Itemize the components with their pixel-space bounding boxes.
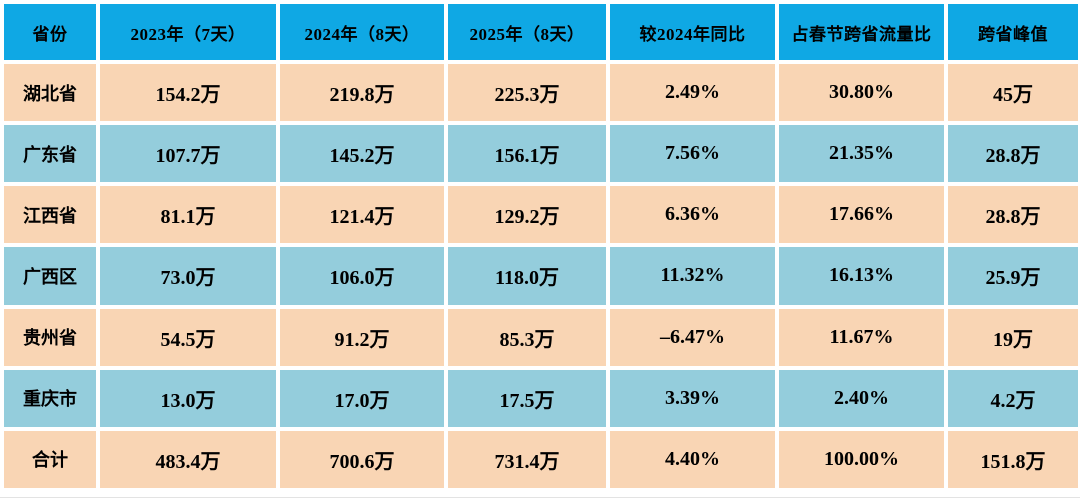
province-label: 重庆市 (4, 369, 96, 427)
value-2024: 91.2万 (280, 308, 444, 366)
value-peak: 28.8万 (948, 186, 1078, 244)
total-2023: 483.4万 (100, 430, 276, 488)
total-yoy: 4.40% (610, 430, 775, 488)
table-row-guizhou: 贵州省 54.5万 91.2万 85.3万 –6.47% 11.67% 19万 (4, 308, 1078, 366)
value-2023: 81.1万 (100, 186, 276, 244)
value-share: 17.66% (779, 186, 944, 244)
value-2025: 118.0万 (448, 247, 606, 305)
value-2025: 156.1万 (448, 125, 606, 183)
total-share: 100.00% (779, 430, 944, 488)
value-2024: 219.8万 (280, 64, 444, 122)
total-label: 合计 (4, 430, 96, 488)
column-header-province: 省份 (4, 4, 96, 60)
value-peak: 28.8万 (948, 125, 1078, 183)
table-row-chongqing: 重庆市 13.0万 17.0万 17.5万 3.39% 2.40% 4.2万 (4, 369, 1078, 427)
table-row-guangdong: 广东省 107.7万 145.2万 156.1万 7.56% 21.35% 28… (4, 125, 1078, 183)
value-2025: 17.5万 (448, 369, 606, 427)
column-header-share: 占春节跨省流量比 (779, 4, 944, 60)
bottom-divider (0, 497, 1080, 498)
province-label: 江西省 (4, 186, 96, 244)
value-share: 11.67% (779, 308, 944, 366)
value-2025: 225.3万 (448, 64, 606, 122)
value-share: 16.13% (779, 247, 944, 305)
value-peak: 45万 (948, 64, 1078, 122)
value-2024: 106.0万 (280, 247, 444, 305)
value-2025: 85.3万 (448, 308, 606, 366)
column-header-yoy: 较2024年同比 (610, 4, 775, 60)
column-header-2025: 2025年（8天） (448, 4, 606, 60)
value-share: 30.80% (779, 64, 944, 122)
value-2024: 145.2万 (280, 125, 444, 183)
value-yoy: 2.49% (610, 64, 775, 122)
value-2025: 129.2万 (448, 186, 606, 244)
value-yoy: 6.36% (610, 186, 775, 244)
value-yoy: 3.39% (610, 369, 775, 427)
value-2023: 54.5万 (100, 308, 276, 366)
column-header-peak: 跨省峰值 (948, 4, 1078, 60)
value-share: 2.40% (779, 369, 944, 427)
value-2024: 121.4万 (280, 186, 444, 244)
value-peak: 25.9万 (948, 247, 1078, 305)
table-row-hubei: 湖北省 154.2万 219.8万 225.3万 2.49% 30.80% 45… (4, 64, 1078, 122)
province-label: 广西区 (4, 247, 96, 305)
value-yoy: 11.32% (610, 247, 775, 305)
value-2024: 17.0万 (280, 369, 444, 427)
column-header-2024: 2024年（8天） (280, 4, 444, 60)
value-2023: 154.2万 (100, 64, 276, 122)
total-2025: 731.4万 (448, 430, 606, 488)
table-row-total: 合计 483.4万 700.6万 731.4万 4.40% 100.00% 15… (4, 430, 1078, 488)
value-2023: 107.7万 (100, 125, 276, 183)
value-yoy: 7.56% (610, 125, 775, 183)
value-peak: 4.2万 (948, 369, 1078, 427)
province-label: 湖北省 (4, 64, 96, 122)
province-label: 广东省 (4, 125, 96, 183)
value-2023: 73.0万 (100, 247, 276, 305)
value-peak: 19万 (948, 308, 1078, 366)
total-peak: 151.8万 (948, 430, 1078, 488)
table-row-guangxi: 广西区 73.0万 106.0万 118.0万 11.32% 16.13% 25… (4, 247, 1078, 305)
column-header-2023: 2023年（7天） (100, 4, 276, 60)
province-label: 贵州省 (4, 308, 96, 366)
value-share: 21.35% (779, 125, 944, 183)
value-yoy: –6.47% (610, 308, 775, 366)
value-2023: 13.0万 (100, 369, 276, 427)
table-row-jiangxi: 江西省 81.1万 121.4万 129.2万 6.36% 17.66% 28.… (4, 186, 1078, 244)
header-row: 省份 2023年（7天） 2024年（8天） 2025年（8天） 较2024年同… (4, 4, 1078, 60)
total-2024: 700.6万 (280, 430, 444, 488)
